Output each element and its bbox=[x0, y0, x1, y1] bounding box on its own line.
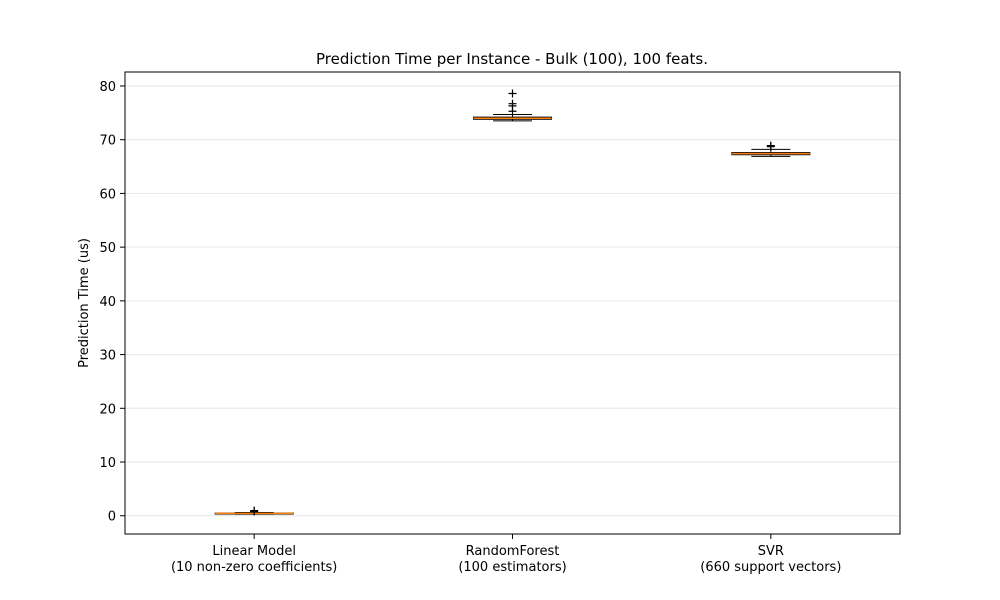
y-tick-label: 50 bbox=[99, 241, 116, 256]
boxes bbox=[214, 89, 811, 516]
y-tick-label: 80 bbox=[99, 80, 116, 95]
plot-frame bbox=[124, 71, 901, 535]
y-axis-label: Prediction Time (us) bbox=[77, 238, 92, 368]
y-tick-label: 60 bbox=[99, 187, 116, 202]
outlier-marker bbox=[508, 107, 517, 116]
y-tick-label: 10 bbox=[99, 456, 116, 471]
y-gridlines bbox=[125, 85, 900, 517]
y-tick-label: 70 bbox=[99, 134, 116, 149]
x-axis-labels: Linear Model(10 non-zero coefficients) Ra… bbox=[171, 534, 841, 575]
x-tick-label: (100 estimators) bbox=[458, 560, 566, 575]
y-tick-label: 20 bbox=[99, 402, 116, 417]
outlier-marker bbox=[250, 507, 259, 516]
box-1 bbox=[473, 89, 552, 122]
x-tick-label: RandomForest bbox=[466, 544, 560, 559]
box-2 bbox=[731, 141, 811, 157]
y-tick-label: 0 bbox=[108, 510, 116, 525]
box-0 bbox=[214, 506, 294, 516]
y-tick-label: 30 bbox=[99, 349, 116, 364]
x-tick-label: (10 non-zero coefficients) bbox=[171, 560, 337, 575]
x-tick-label: SVR bbox=[758, 544, 784, 559]
chart-title: Prediction Time per Instance - Bulk (100… bbox=[316, 50, 708, 68]
x-tick-label: Linear Model bbox=[212, 544, 296, 559]
x-tick-label: (660 support vectors) bbox=[700, 560, 841, 575]
outlier-marker bbox=[766, 142, 775, 151]
outlier-marker bbox=[508, 89, 517, 98]
y-axis-ticks: 0 10 20 30 40 50 60 70 80 bbox=[99, 80, 125, 525]
y-tick-label: 40 bbox=[99, 295, 116, 310]
